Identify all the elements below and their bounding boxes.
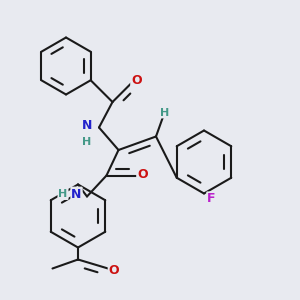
Text: H: H (82, 137, 91, 147)
Text: O: O (137, 167, 148, 181)
Text: N: N (82, 118, 92, 132)
Text: H: H (58, 189, 68, 199)
Text: N: N (71, 188, 82, 201)
Text: O: O (109, 263, 119, 277)
Text: O: O (131, 74, 142, 88)
Text: F: F (207, 192, 216, 206)
Text: H: H (160, 107, 169, 118)
